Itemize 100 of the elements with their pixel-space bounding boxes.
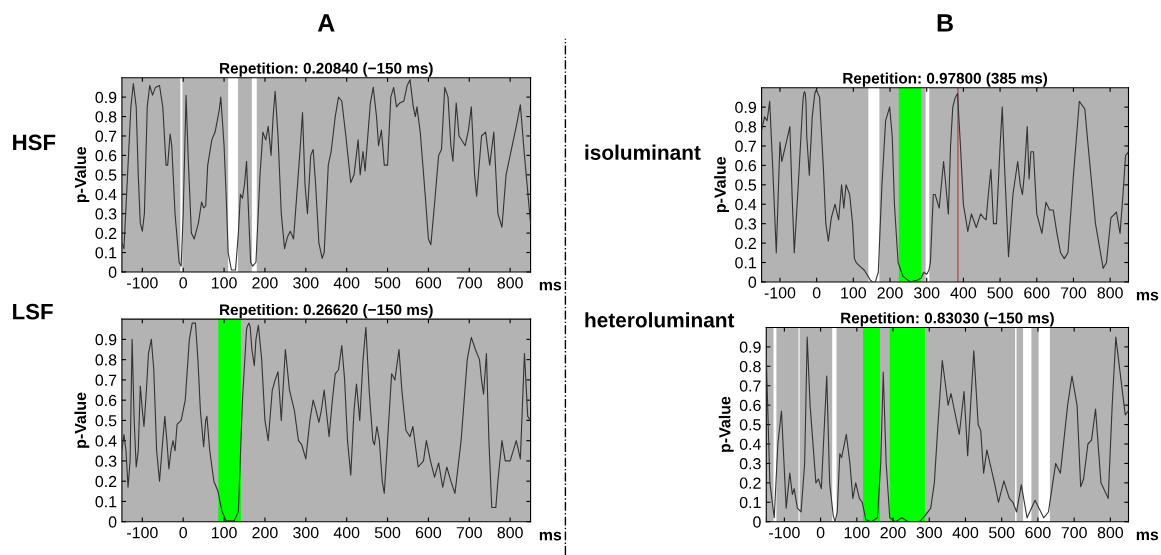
- line-series: [121, 322, 531, 522]
- x-tick-label: 400: [952, 526, 979, 539]
- x-tick-label: 800: [1097, 526, 1124, 539]
- x-axis-title: ms: [539, 281, 562, 291]
- x-tick-label: 100: [841, 287, 867, 299]
- y-tick-label: 0.8: [95, 111, 117, 123]
- y-axis-title: p-Value: [714, 156, 729, 213]
- y-tick-label: 0.2: [735, 237, 756, 250]
- y-tick-label: 0.6: [95, 394, 117, 407]
- y-tick-label: 0.1: [95, 496, 117, 508]
- y-tick-label: 0.4: [739, 438, 761, 450]
- y-tick-label: 0.3: [95, 208, 117, 220]
- y-tick-label: 0.2: [95, 475, 117, 488]
- x-tick-label: 0: [179, 277, 188, 289]
- y-tick-label: 0.7: [735, 140, 756, 152]
- y-tick-label: 0.3: [735, 218, 757, 230]
- y-tick-label: 0.2: [95, 227, 117, 240]
- y-tick-label: 0.4: [95, 435, 117, 447]
- x-tick-label: 0: [179, 526, 188, 539]
- chart-title: Repetition: 0.20840 (−150 ms): [220, 62, 433, 77]
- y-tick-label: 0.7: [95, 130, 117, 142]
- text: A: [317, 14, 335, 32]
- x-tick-label: 700: [1060, 287, 1087, 299]
- x-tick-label: 500: [989, 526, 1015, 539]
- chart-title: Repetition: 0.97800 (385 ms): [843, 72, 1048, 87]
- y-tick-label: 0.9: [735, 101, 756, 114]
- y-tick-label: 0: [753, 516, 761, 528]
- x-tick-label: 200: [252, 526, 278, 539]
- y-tick-label: 0.5: [735, 179, 757, 191]
- x-tick-label: 800: [1097, 287, 1123, 299]
- x-axis-title: ms: [1136, 291, 1159, 301]
- x-tick-label: 100: [844, 526, 870, 539]
- x-tick-label: 700: [456, 526, 482, 539]
- x-tick-label: 0: [816, 526, 825, 539]
- y-tick-label: 0.1: [95, 247, 117, 259]
- x-tick-label: 700: [456, 277, 482, 289]
- chart-title: Repetition: 0.26620 (−150 ms): [220, 303, 433, 319]
- y-tick-label: 0.9: [95, 91, 117, 104]
- y-tick-label: 0.9: [739, 341, 761, 353]
- x-tick-label: 100: [211, 526, 237, 539]
- y-tick-label: 0.5: [739, 419, 761, 431]
- x-tick-label: 600: [415, 277, 442, 289]
- y-tick-label: 0.4: [95, 188, 117, 201]
- x-tick-label: 400: [950, 287, 977, 299]
- line-series: [761, 89, 1129, 282]
- x-tick-label: 600: [1025, 526, 1051, 539]
- y-tick-label: 0.5: [95, 415, 117, 427]
- y-tick-label: 0.1: [739, 496, 761, 509]
- y-tick-label: 0.3: [739, 458, 761, 470]
- y-tick-label: 0.1: [735, 257, 756, 269]
- y-tick-label: 0: [108, 266, 117, 278]
- text: isoluminant: [585, 144, 701, 160]
- x-tick-label: 200: [252, 277, 278, 289]
- x-tick-label: 500: [374, 526, 401, 539]
- y-tick-label: 0.4: [735, 198, 757, 211]
- x-tick-label: 600: [1024, 287, 1050, 299]
- x-tick-label: 800: [497, 277, 523, 289]
- y-tick-label: 0.8: [739, 360, 761, 373]
- x-tick-label: 200: [877, 287, 903, 299]
- text: HSF: [13, 134, 56, 151]
- text: LSF: [13, 303, 53, 320]
- y-tick-label: 0.9: [95, 334, 117, 346]
- y-tick-label: 0.8: [735, 121, 757, 133]
- y-tick-label: 0.6: [739, 399, 761, 412]
- x-tick-label: 300: [293, 526, 319, 539]
- x-tick-label: -100: [127, 526, 158, 539]
- y-tick-label: 0.8: [95, 354, 117, 366]
- y-tick-label: 0.6: [735, 160, 757, 172]
- x-tick-label: 300: [914, 287, 940, 299]
- x-tick-label: 100: [211, 277, 237, 289]
- x-axis-title: ms: [1136, 531, 1159, 541]
- x-tick-label: -100: [127, 277, 158, 289]
- x-tick-label: 300: [916, 526, 942, 539]
- y-tick-label: 0.5: [95, 169, 117, 181]
- x-axis-title: ms: [539, 531, 562, 541]
- x-tick-label: 400: [333, 526, 360, 539]
- x-tick-label: 200: [880, 526, 906, 539]
- x-tick-label: 400: [333, 277, 360, 289]
- y-tick-label: 0.6: [95, 150, 117, 162]
- y-tick-label: 0.2: [739, 477, 761, 489]
- x-tick-label: 700: [1061, 526, 1087, 539]
- y-tick-label: 0.7: [95, 374, 117, 386]
- x-tick-label: 800: [497, 526, 523, 539]
- x-tick-label: 0: [812, 287, 821, 299]
- chart-title: Repetition: 0.83030 (−150 ms): [841, 312, 1054, 327]
- line-series: [121, 79, 531, 271]
- y-tick-label: 0: [108, 516, 117, 528]
- y-axis-title: p-Value: [74, 146, 90, 203]
- text: B: [937, 14, 953, 32]
- y-tick-label: 0.3: [95, 455, 117, 467]
- text: heteroluminant: [585, 312, 735, 328]
- x-tick-label: 500: [987, 287, 1013, 299]
- y-tick-label: 0.7: [739, 380, 761, 392]
- y-axis-title: p-Value: [74, 392, 90, 448]
- x-tick-label: -100: [764, 287, 796, 299]
- x-tick-label: 500: [374, 277, 401, 289]
- x-tick-label: -100: [769, 526, 800, 539]
- y-axis-title: p-Value: [718, 396, 734, 452]
- x-tick-label: 300: [293, 277, 319, 289]
- x-tick-label: 600: [415, 526, 442, 539]
